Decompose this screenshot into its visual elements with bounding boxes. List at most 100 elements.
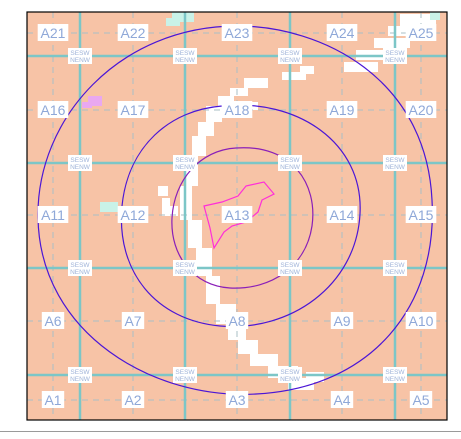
quadrant-mark-box (68, 155, 92, 171)
cell-label-box (221, 24, 253, 41)
contour-outer (37, 25, 433, 395)
quadrant-mark-box (68, 260, 92, 276)
quadrant-mark-top: SESW (385, 262, 405, 269)
cell-label-box (37, 101, 69, 118)
cell-label-a14: A14 (326, 206, 358, 223)
clear-patch (400, 14, 436, 26)
cell-label-text: A3 (228, 392, 245, 408)
quadrant-mark-top: SESW (280, 262, 300, 269)
cell-label-box (326, 101, 358, 118)
cell-label-text: A14 (330, 207, 355, 223)
quadrant-marks: SESWNENWSESWNENWSESWNENWSESWNENWSESWNENW… (68, 48, 407, 383)
clear-patch (344, 62, 378, 72)
quadrant-mark-top: SESW (175, 369, 195, 376)
quadrant-mark-bottom: NENW (175, 164, 196, 171)
quadrant-mark-top: SESW (70, 369, 90, 376)
lilac-patch (88, 96, 102, 106)
quadrant-mark-bottom: NENW (175, 57, 196, 64)
cell-label-a16: A16 (37, 101, 69, 118)
cell-label-box (117, 101, 149, 118)
cell-label-box (405, 312, 437, 329)
quadrant-mark-top: SESW (175, 50, 195, 57)
clear-patch (306, 372, 324, 382)
quadrant-mark-top: SESW (70, 157, 90, 164)
clear-patch (388, 26, 422, 36)
cell-label-a13: A13 (221, 206, 253, 223)
mint-patch (100, 202, 118, 212)
clear-patch (300, 66, 314, 74)
quadrant-mark-box (383, 48, 407, 64)
cell-label-text: A8 (228, 313, 245, 329)
quadrant-mark-bottom: NENW (280, 57, 301, 64)
cell-label-text: A19 (330, 102, 355, 118)
cell-label-a5: A5 (409, 391, 433, 408)
cell-label-a12: A12 (117, 206, 149, 223)
cell-label-a21: A21 (37, 24, 69, 41)
cell-label-box (225, 312, 249, 329)
quadrant-mark-top: SESW (280, 50, 300, 57)
cell-label-a19: A19 (326, 101, 358, 118)
cell-label-text: A1 (44, 392, 61, 408)
quadrant-mark-bottom: NENW (280, 164, 301, 171)
cell-label-a8: A8 (225, 312, 249, 329)
cell-label-box (326, 24, 358, 41)
quadrant-mark-bottom: NENW (175, 376, 196, 383)
cell-label-text: A18 (225, 102, 250, 118)
cell-label-a1: A1 (41, 391, 65, 408)
cell-label-box (409, 391, 433, 408)
quadrant-mark-top: SESW (175, 157, 195, 164)
mint-patch (166, 18, 180, 26)
clear-patch (158, 186, 168, 196)
cell-label-a7: A7 (121, 312, 145, 329)
clear-patch (374, 38, 410, 48)
cell-label-text: A22 (121, 25, 146, 41)
lilac-patch (82, 102, 92, 108)
cell-label-box (121, 391, 145, 408)
quadrant-mark-box (68, 367, 92, 383)
clear-patch (188, 220, 202, 248)
map-frame-border (26, 11, 448, 421)
quadrant-mark-box (278, 367, 302, 383)
cell-label-a2: A2 (121, 391, 145, 408)
cell-label-a18: A18 (221, 101, 253, 118)
quadrant-mark-box (278, 155, 302, 171)
quadrant-mark-top: SESW (70, 50, 90, 57)
cell-label-box (121, 312, 145, 329)
cell-label-text: A9 (333, 313, 350, 329)
major-grid (27, 12, 447, 420)
clear-patch (282, 72, 306, 80)
quadrant-mark-box (278, 260, 302, 276)
contour-core (203, 181, 275, 250)
quadrant-mark-top: SESW (280, 369, 300, 376)
cell-label-a22: A22 (117, 24, 149, 41)
quadrant-mark-bottom: NENW (280, 269, 301, 276)
quadrant-mark-box (383, 155, 407, 171)
cell-label-text: A15 (409, 207, 434, 223)
quadrant-mark-bottom: NENW (385, 376, 406, 383)
quadrant-mark-box (173, 155, 197, 171)
cell-label-box (330, 391, 354, 408)
cell-label-box (330, 312, 354, 329)
quadrant-mark-bottom: NENW (385, 269, 406, 276)
quadrant-mark-bottom: NENW (385, 57, 406, 64)
clear-patch (206, 106, 222, 122)
quadrant-mark-top: SESW (175, 262, 195, 269)
cell-label-box (117, 24, 149, 41)
clear-patch (206, 276, 220, 304)
cell-label-box (117, 206, 149, 223)
quadrant-mark-top: SESW (280, 157, 300, 164)
cell-label-box (405, 206, 437, 223)
bottom-rule (0, 431, 461, 432)
